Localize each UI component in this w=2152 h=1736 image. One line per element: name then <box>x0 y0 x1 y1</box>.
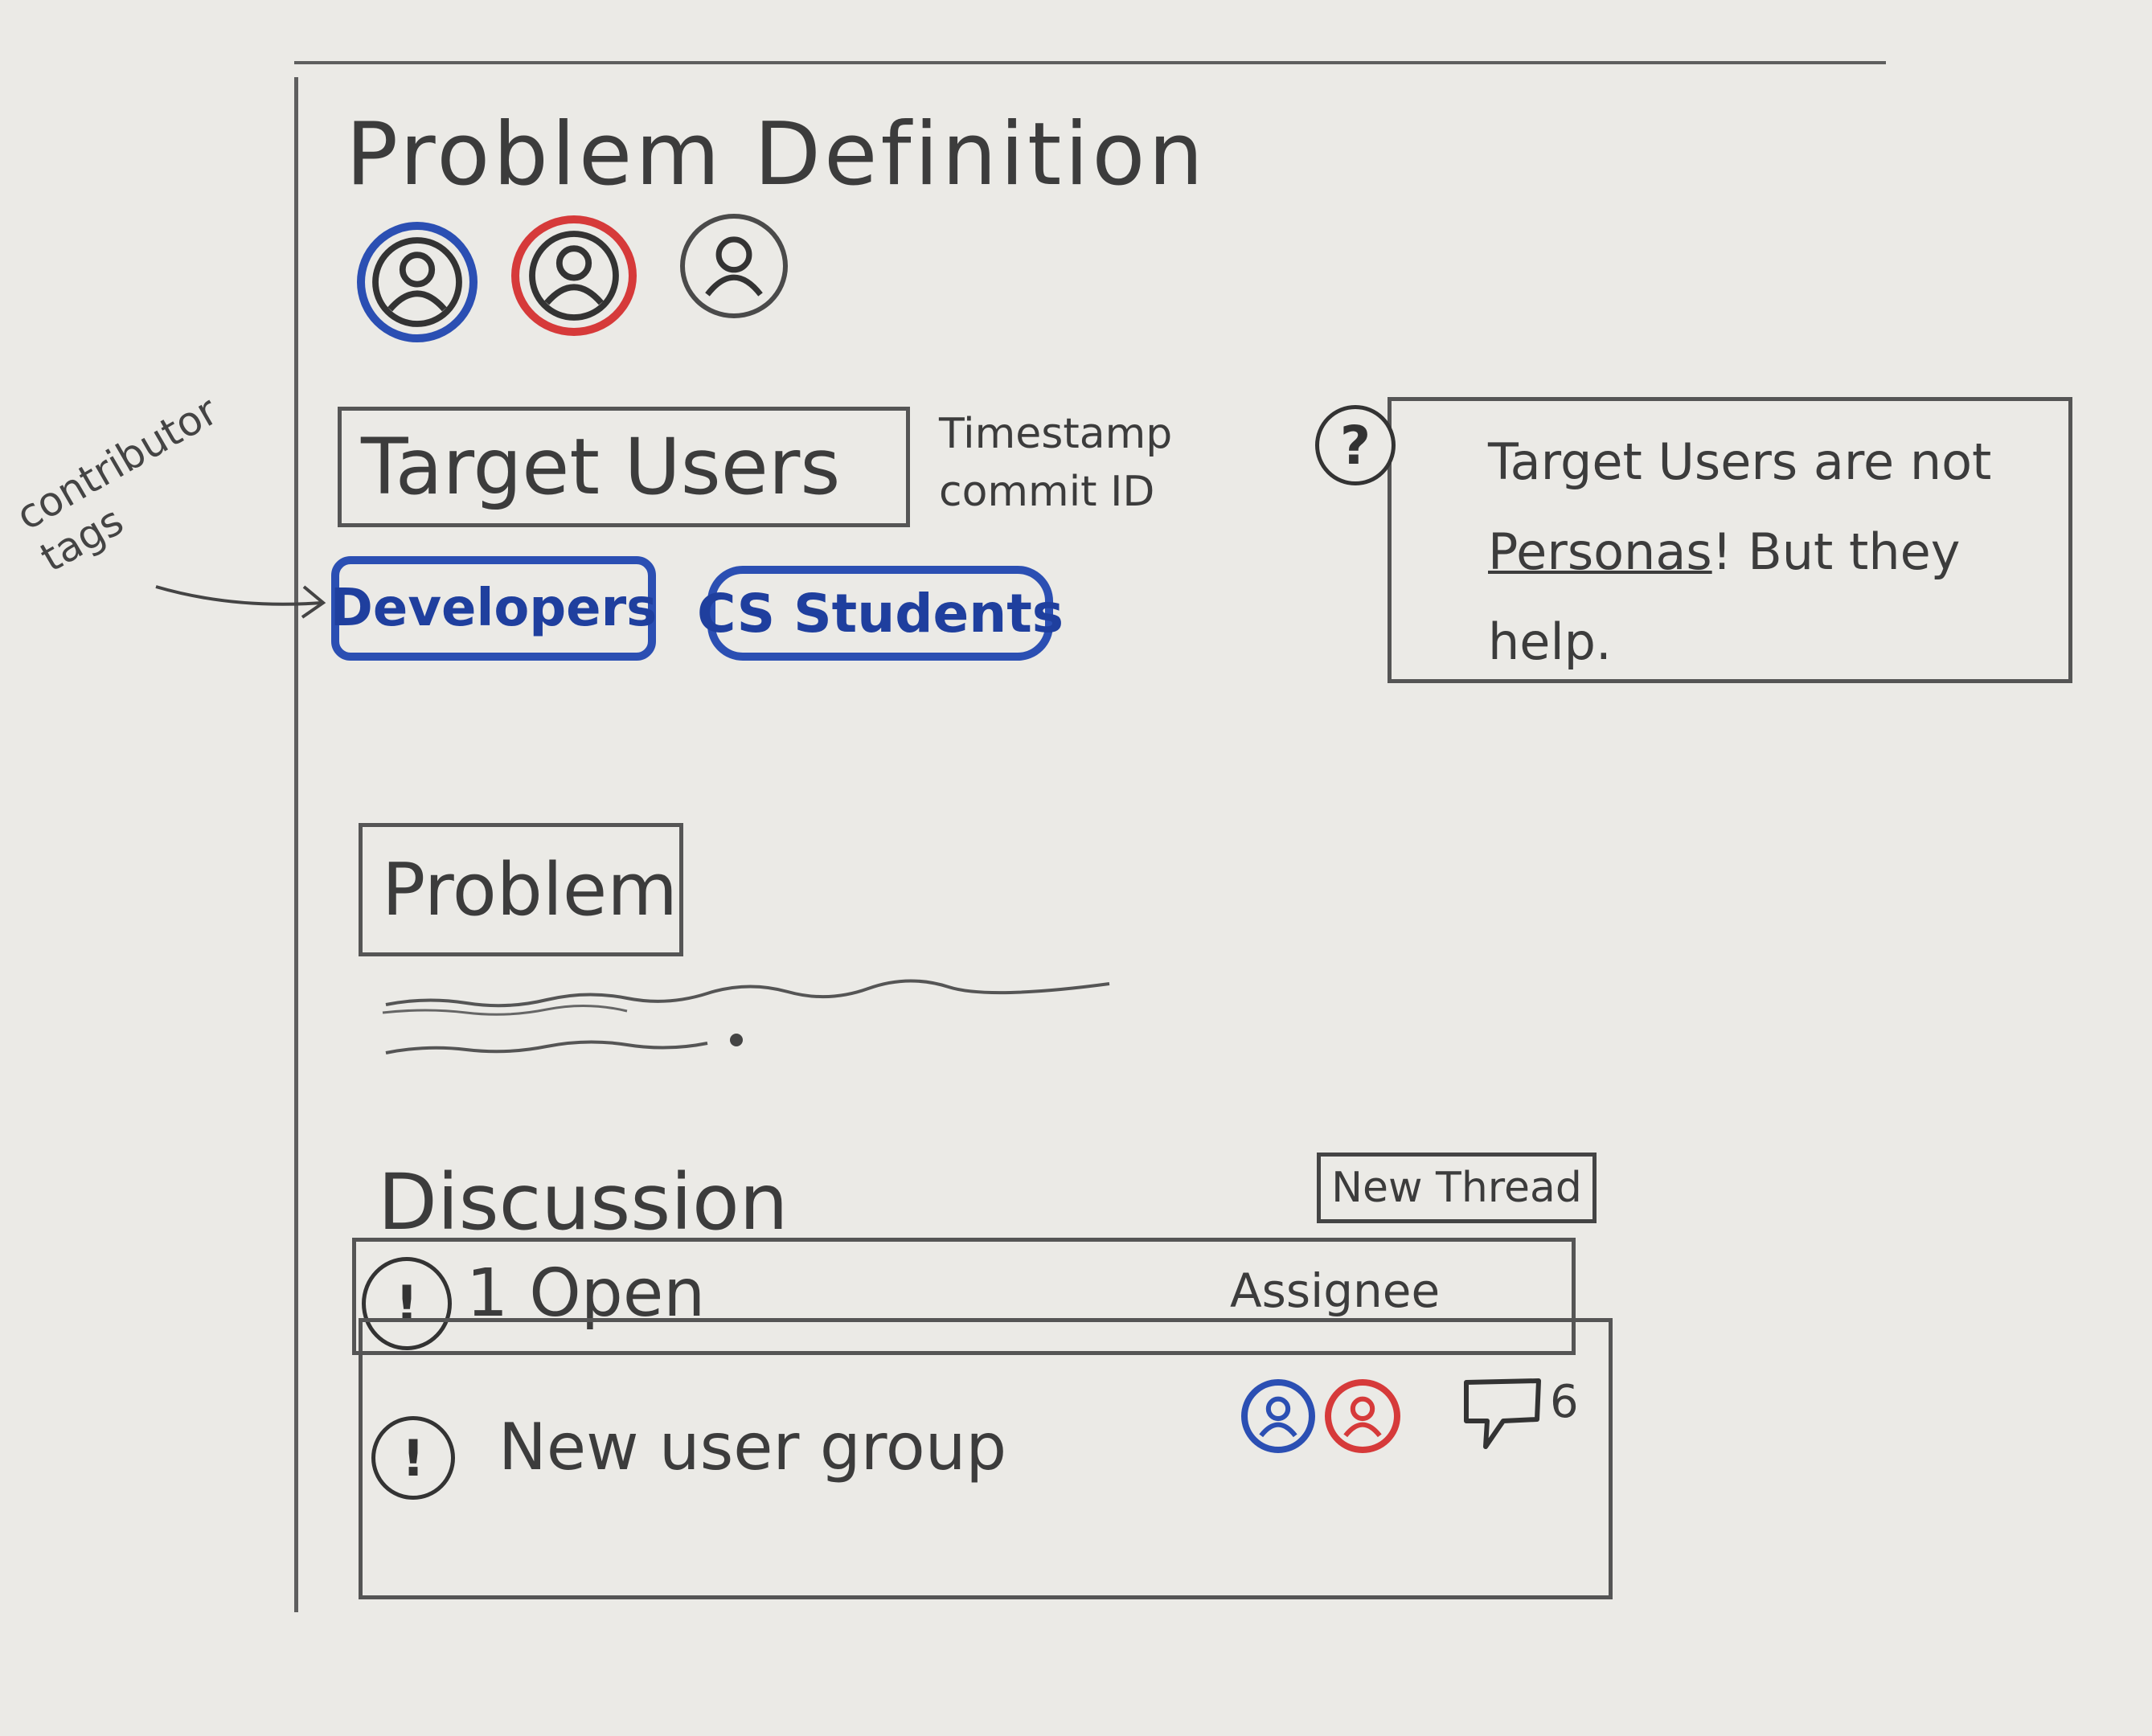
alert-icon: ! <box>362 1257 452 1350</box>
page-title: Problem Definition <box>346 104 1207 205</box>
user-icon <box>1259 1396 1297 1438</box>
discussion-header <box>352 1238 1576 1355</box>
thread-list <box>359 1318 1613 1599</box>
user-icon <box>529 231 619 321</box>
contributor-avatar-gray[interactable] <box>680 214 788 318</box>
comment-count: 6 <box>1550 1376 1579 1428</box>
contributor-avatar-blue[interactable] <box>357 222 478 342</box>
user-icon <box>372 237 462 327</box>
help-text-end: ! But they help. <box>1488 522 1961 671</box>
question-icon[interactable]: ? <box>1315 405 1396 485</box>
page-border-left <box>294 77 298 1612</box>
target-users-heading[interactable]: Target Users <box>338 407 910 527</box>
help-callout: Target Users are not Personas! But they … <box>1388 397 2072 683</box>
commit-id-text: commit ID <box>939 468 1155 516</box>
assignee-filter[interactable]: Assignee <box>1230 1263 1441 1318</box>
tag-developers[interactable]: Developers <box>330 556 657 661</box>
problem-text-placeholder <box>382 979 1110 1054</box>
page-border-top <box>294 61 1886 64</box>
assignee-avatar-red[interactable] <box>1325 1379 1400 1453</box>
new-thread-button[interactable]: New Thread <box>1317 1153 1597 1223</box>
assignee-avatar-blue[interactable] <box>1241 1379 1315 1453</box>
comment-icon[interactable] <box>1458 1374 1547 1455</box>
help-text-start: Target Users are not <box>1488 432 1992 491</box>
problem-heading[interactable]: Problem <box>359 823 683 956</box>
thread-title[interactable]: New user group <box>498 1410 1007 1484</box>
commit-meta: Timestamp commit ID <box>939 405 1172 521</box>
help-text: Target Users are not Personas! But they … <box>1488 432 1991 671</box>
timestamp-text: Timestamp <box>939 410 1173 458</box>
personas-link[interactable]: Personas <box>1488 522 1712 581</box>
contributor-tags-annotation: contributor tags <box>8 387 226 582</box>
user-icon <box>1343 1396 1382 1438</box>
annotation-arrow <box>155 585 326 619</box>
contributor-avatar-red[interactable] <box>511 215 637 336</box>
thread-alert-icon: ! <box>371 1416 455 1500</box>
tag-cs-students[interactable]: CS Students <box>697 566 1064 661</box>
user-icon <box>705 236 763 297</box>
discussion-title: Discussion <box>378 1157 789 1247</box>
